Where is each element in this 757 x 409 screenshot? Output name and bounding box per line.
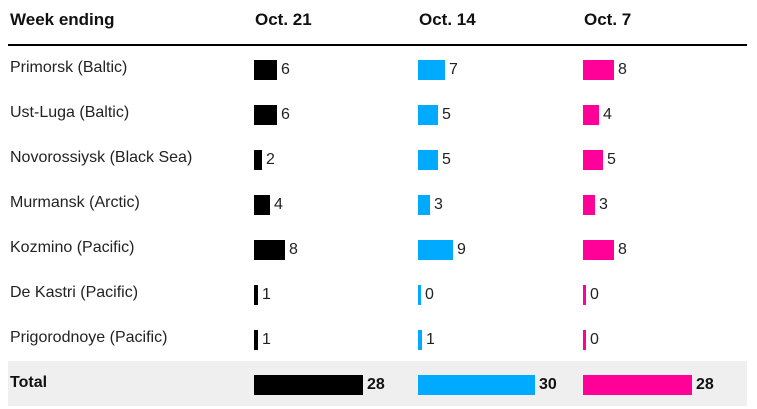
header-oct-14: Oct. 14 — [419, 10, 476, 29]
header-oct-21: Oct. 21 — [255, 10, 312, 29]
bar-oct-7 — [583, 105, 599, 125]
table-row: Kozmino (Pacific) 8 9 8 — [8, 226, 747, 271]
value-label-oct-14: 0 — [425, 286, 434, 303]
total-label: Total — [10, 374, 48, 391]
bar-oct-14 — [418, 195, 430, 215]
value-label-oct-21: 4 — [274, 196, 283, 213]
value-label-oct-14: 5 — [442, 151, 451, 168]
value-label-oct-21: 6 — [281, 106, 290, 123]
bar-oct-7 — [583, 60, 614, 80]
value-label-oct-14: 3 — [434, 196, 443, 213]
bar-oct-7 — [583, 330, 586, 350]
value-label-oct-14: 30 — [539, 376, 557, 393]
bar-oct-21 — [254, 330, 258, 350]
table-row: Ust-Luga (Baltic) 6 5 4 — [8, 91, 747, 136]
bar-oct-14 — [418, 285, 421, 305]
table-header: Week ending Oct. 21 Oct. 14 Oct. 7 — [8, 0, 747, 46]
port-label: Ust-Luga (Baltic) — [10, 104, 130, 121]
port-label: Murmansk (Arctic) — [10, 194, 140, 211]
value-label-oct-14: 1 — [426, 331, 435, 348]
port-label: Prigorodnoye (Pacific) — [10, 329, 168, 346]
table-row: Murmansk (Arctic) 4 3 3 — [8, 181, 747, 226]
bar-oct-14 — [418, 60, 445, 80]
bar-oct-14 — [418, 150, 438, 170]
table-row: Novorossiysk (Black Sea) 2 5 5 — [8, 136, 747, 181]
bar-oct-21 — [254, 105, 277, 125]
bar-oct-21 — [254, 60, 277, 80]
bar-oct-14 — [418, 375, 535, 395]
value-label-oct-7: 8 — [618, 61, 627, 78]
bar-oct-7 — [583, 240, 614, 260]
bar-oct-21 — [254, 285, 258, 305]
table-row: De Kastri (Pacific) 1 0 0 — [8, 271, 747, 316]
value-label-oct-7: 8 — [618, 241, 627, 258]
value-label-oct-14: 5 — [442, 106, 451, 123]
value-label-oct-21: 1 — [262, 286, 271, 303]
bar-oct-21 — [254, 195, 270, 215]
value-label-oct-21: 28 — [367, 376, 385, 393]
port-label: De Kastri (Pacific) — [10, 284, 139, 301]
port-label: Primorsk (Baltic) — [10, 59, 128, 76]
bar-oct-14 — [418, 330, 422, 350]
port-label: Novorossiysk (Black Sea) — [10, 149, 193, 166]
value-label-oct-14: 7 — [449, 61, 458, 78]
value-label-oct-7: 3 — [599, 196, 608, 213]
value-label-oct-21: 2 — [266, 151, 275, 168]
value-label-oct-7: 4 — [603, 106, 612, 123]
total-row: Total 28 30 28 — [8, 361, 747, 406]
value-label-oct-14: 9 — [457, 241, 466, 258]
table-row: Primorsk (Baltic) 6 7 8 — [8, 46, 747, 91]
value-label-oct-7: 5 — [607, 151, 616, 168]
bar-oct-14 — [418, 105, 438, 125]
bar-oct-7 — [583, 375, 692, 395]
value-label-oct-7: 28 — [696, 376, 714, 393]
bar-oct-21 — [254, 240, 285, 260]
bar-oct-14 — [418, 240, 453, 260]
port-label: Kozmino (Pacific) — [10, 239, 135, 256]
bar-oct-7 — [583, 195, 595, 215]
header-oct-7: Oct. 7 — [584, 10, 632, 29]
value-label-oct-21: 8 — [289, 241, 298, 258]
bar-oct-21 — [254, 150, 262, 170]
value-label-oct-21: 1 — [262, 331, 271, 348]
bar-oct-7 — [583, 150, 603, 170]
value-label-oct-7: 0 — [590, 286, 599, 303]
header-week-ending: Week ending — [10, 10, 115, 29]
value-label-oct-21: 6 — [281, 61, 290, 78]
table-row: Prigorodnoye (Pacific) 1 1 0 — [8, 316, 747, 361]
bar-oct-21 — [254, 375, 363, 395]
bar-oct-7 — [583, 285, 586, 305]
value-label-oct-7: 0 — [590, 331, 599, 348]
